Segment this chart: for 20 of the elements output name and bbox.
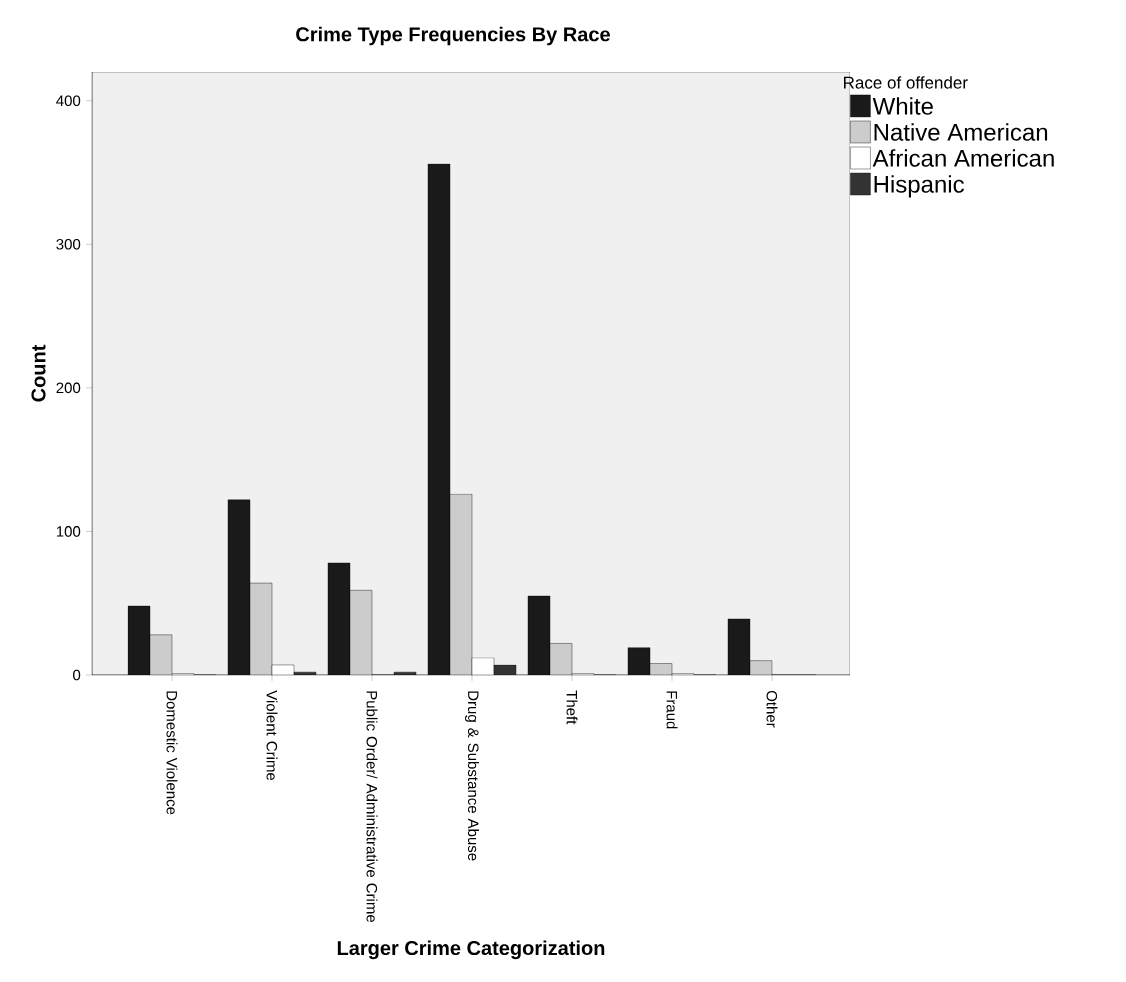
x-tick-label: Theft [566,690,578,725]
legend-label: Native American [874,123,1048,141]
x-tick-label: Drug & Substance Abuse [465,691,479,861]
chart-title: Crime Type Frequencies By Race [296,26,610,46]
legend-label: African American [872,149,1054,167]
y-tick-label: 300 [56,238,81,250]
x-axis-title: Larger Crime Categorization [337,940,605,960]
x-tick-label: Fraud [666,691,678,729]
x-tick-label: Violent Crime [266,690,278,781]
legend-title: Race of offender [844,76,968,89]
y-tick-label: 400 [56,95,81,107]
legend-label: White [872,97,933,115]
y-axis-title: Count [31,344,46,402]
x-tick-label: Other [766,690,778,728]
y-tick-label: 200 [56,382,81,394]
x-tick-label: Public Order/ Administrative Crime [366,691,378,923]
legend-label: Hispanic [874,175,964,198]
y-tick-label: 0 [73,669,81,681]
x-tick-label: Domestic Violence [166,691,178,815]
y-tick-label: 100 [56,526,81,537]
